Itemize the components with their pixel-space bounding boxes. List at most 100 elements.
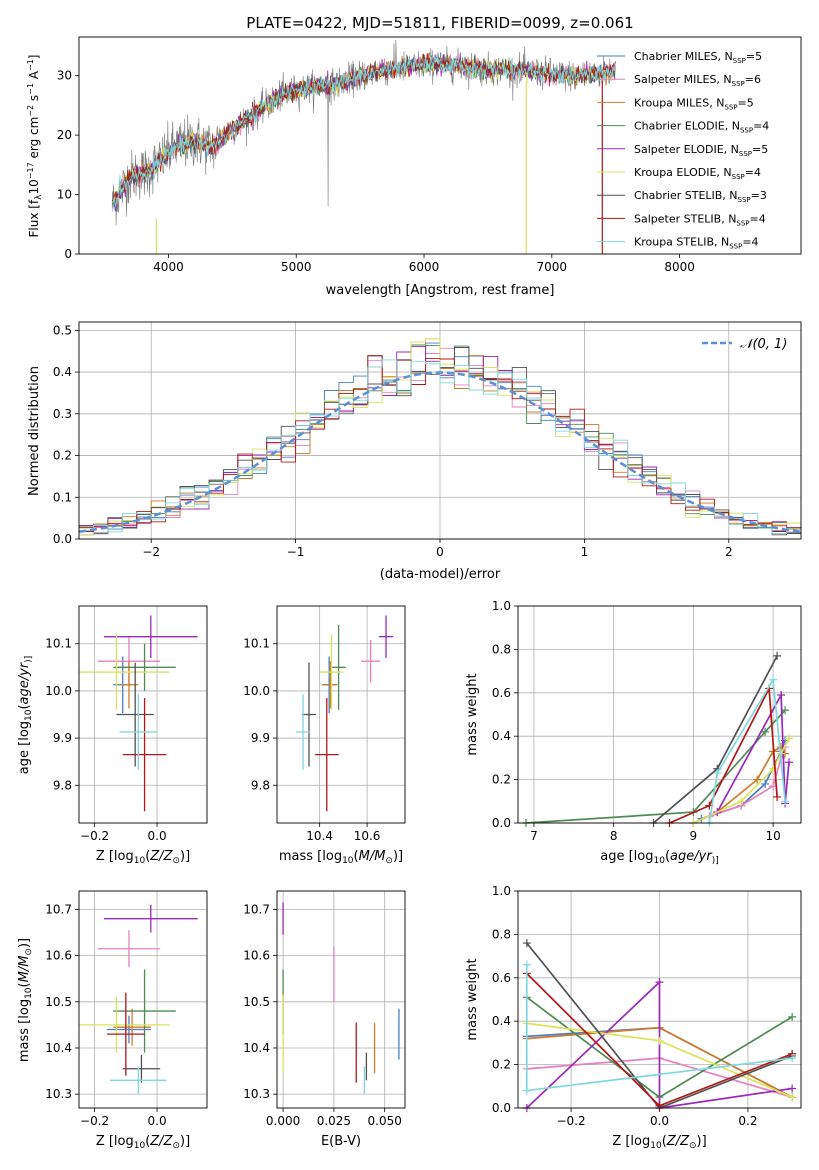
label-italic: Z/Z: [149, 1134, 173, 1149]
x-tick-label: 0.2: [738, 1114, 757, 1128]
label-part: (: [17, 982, 32, 987]
x-tick-label: 10.6: [354, 829, 381, 843]
label-part: erg cm: [27, 117, 41, 163]
legend-label-suffix: =4: [745, 166, 761, 179]
legend-label-text: Salpeter ELODIE, N: [634, 143, 739, 156]
y-tick-label: 30: [57, 69, 72, 83]
label-italic: Z/Z: [666, 1134, 690, 1149]
y-tick-label: 9.8: [251, 778, 270, 792]
x-tick-label: 10.4: [306, 829, 333, 843]
plus-marker: [785, 758, 794, 767]
label-part: )]: [180, 849, 190, 864]
y-axis-label: mass weight: [465, 958, 480, 1040]
spectrum-ylabel: Flux [fλ10−17 erg cm−2 s−1 A−1]: [26, 55, 44, 238]
x-tick-label: −0.2: [556, 1114, 585, 1128]
label-sup: −1: [26, 83, 35, 95]
plus-marker: [773, 792, 782, 801]
legend-label-sub: SSP: [732, 173, 745, 181]
x-tick-label: 2: [725, 545, 733, 559]
y-tick-label: 10: [57, 188, 72, 202]
legend-label-sub: SSP: [736, 219, 749, 227]
y-tick-label: 0.6: [492, 971, 511, 985]
y-tick-label: 9.9: [251, 731, 270, 745]
x-tick-label: 0.0: [148, 829, 167, 843]
legend-label: Salpeter ELODIE, NSSP=5: [634, 143, 768, 158]
x-tick-label: 0.0: [650, 1114, 669, 1128]
label-sub: ⊙: [24, 948, 34, 956]
plus-marker: [737, 797, 746, 806]
x-tick-label: −0.2: [80, 1114, 109, 1128]
x-axis-label: age [log10(age/yr)]: [600, 849, 718, 866]
label-sup: −1: [26, 59, 35, 71]
label-part: (: [145, 1134, 150, 1149]
plus-marker: [522, 939, 531, 948]
residual-xlabel: (data-model)/error: [380, 567, 501, 582]
y-tick-label: 10.4: [243, 1041, 270, 1055]
y-axis-label: mass weight: [465, 673, 480, 755]
weight-line-chabrier-elodie: [525, 709, 786, 823]
y-tick-label: 10.3: [45, 1087, 72, 1101]
legend-label-sub: SSP: [732, 80, 745, 88]
legend-label-suffix: =5: [738, 96, 754, 109]
legend-label-sub: SSP: [740, 127, 753, 135]
axes-frame: [78, 321, 802, 540]
plus-marker: [753, 775, 762, 784]
model-spectrum-kroupa-stelib: [111, 54, 616, 213]
x-tick-label: −1: [287, 545, 305, 559]
plus-marker: [773, 651, 782, 660]
label-sub: ⊙: [689, 1141, 697, 1151]
y-tick-label: 10.4: [45, 1041, 72, 1055]
x-tick-label: −2: [142, 545, 160, 559]
label-italic: Z/Z: [149, 849, 173, 864]
label-part: (: [17, 704, 32, 709]
legend-label: Kroupa ELODIE, NSSP=4: [634, 166, 761, 181]
legend-label-suffix: =6: [745, 73, 761, 86]
legend-label: Chabrier MILES, NSSP=5: [634, 50, 762, 65]
label-part: A: [27, 70, 41, 83]
y-axis-label: age [log10(age/yr)]: [17, 656, 34, 774]
x-tick-label: 10: [765, 829, 780, 843]
y-tick-label: 0.8: [492, 642, 511, 656]
legend-label-suffix: =5: [746, 50, 762, 63]
label-sub: 10: [24, 987, 34, 999]
label-sup: −2: [26, 105, 35, 117]
z-age-panel: −0.2 0.09.89.910.010.1Z [log10(Z/Z⊙)]age …: [17, 605, 208, 866]
x-tick-label: 0.025: [317, 1114, 351, 1128]
legend-label-suffix: =4: [750, 212, 766, 225]
label-part: s: [27, 95, 41, 105]
histogram-kroupa-elodie: [79, 338, 801, 536]
label-part: )]: [697, 1134, 707, 1149]
plus-marker: [785, 734, 794, 743]
axes-frame: [78, 890, 208, 1109]
label-sub: 10: [650, 1141, 662, 1151]
label-part: 10: [27, 179, 41, 194]
legend-label-text: Salpeter MILES, N: [634, 73, 732, 86]
label-sub: ⊙: [172, 856, 180, 866]
axes-frame: [517, 605, 802, 824]
legend-label-sub: SSP: [733, 57, 746, 65]
label-part: age [log: [17, 721, 32, 774]
z-mass-panel: −0.2 0.010.310.410.510.610.7Z [log10(Z/Z⊙…: [17, 890, 208, 1151]
weight-line-salpeter-stelib: [669, 685, 778, 823]
ebv-mass-panel: 0.000 0.025 0.050 10.3 10.4 10.5 10.6 10.7 E(B-V…: [243, 890, 406, 1149]
y-tick-label: 0.3: [53, 407, 72, 421]
x-tick-label: 6000: [409, 260, 440, 274]
x-axis-label: Z [log10(Z/Z⊙)]: [612, 1134, 706, 1151]
axes-frame: [78, 36, 802, 255]
y-tick-label: 10.5: [45, 995, 72, 1009]
z-massweight-panel: −0.2 0.0 0.2 0.0 0.2 0.4 0.6 0.8 1.0 Z [log10(Z/Z…: [465, 884, 802, 1151]
mass-age-panel: 10.4 10.6 9.8 9.9 10.0 10.1 mass [log10(M/M⊙)]: [243, 605, 406, 866]
legend-label: Salpeter MILES, NSSP=6: [634, 73, 761, 88]
residual-ylabel: Normed distribution: [27, 366, 42, 496]
axes-frame: [517, 890, 802, 1109]
legend-label-sub: SSP: [729, 243, 742, 251]
residual-panel: −2 −1 0 1 2 0.0 0.1 0.2 0.3 0.4 0.5: [53, 321, 802, 559]
y-tick-label: 10.1: [45, 637, 72, 651]
label-sub: ⊙: [172, 1141, 180, 1151]
x-tick-label: 7: [530, 829, 538, 843]
label-part: Z [log: [612, 1134, 650, 1149]
label-sub: 10: [134, 1141, 146, 1151]
x-axis-label: mass [log10(M/M⊙)]: [279, 849, 403, 866]
axes-frame: [78, 605, 208, 824]
label-part: mass [log: [17, 999, 32, 1062]
